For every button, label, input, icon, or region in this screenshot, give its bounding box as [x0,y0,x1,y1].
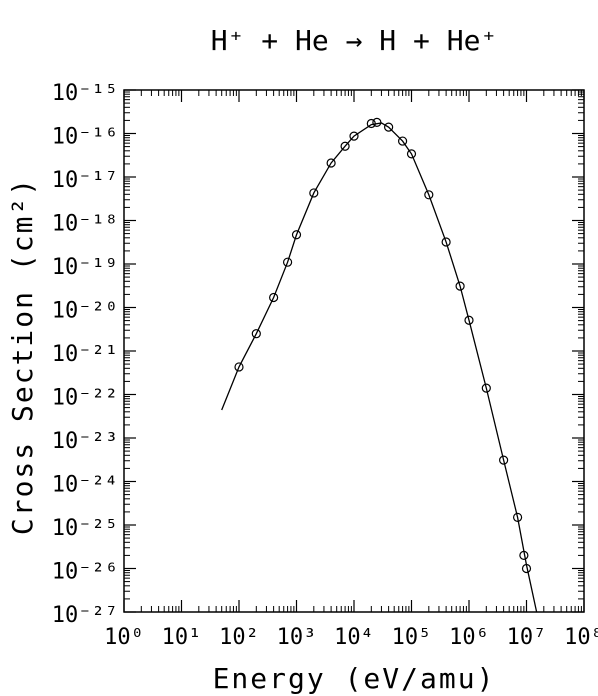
plot-frame [123,89,585,613]
x-tick-label: 10⁷ [507,625,547,650]
x-axis-label: Energy (eV/amu) [213,662,496,695]
y-tick-label: 10⁻¹⁵ [52,81,118,106]
data-point [519,550,529,561]
x-tick-label: 10² [219,625,259,650]
y-axis-label: Cross Section (cm²) [6,177,39,535]
y-tick-label: 10⁻²⁶ [52,560,118,585]
x-tick-label: 10⁶ [449,625,489,650]
chart-title: H⁺ + He → H + He⁺ [211,24,498,57]
data-point [340,141,350,151]
data-point [251,329,261,339]
x-tick-label: 10¹ [162,625,202,650]
data-point [366,118,376,129]
y-tick-label: 10⁻²⁵ [52,516,118,541]
data-point [384,122,394,132]
data-point [372,117,382,127]
data-point [464,315,474,325]
data-point [455,281,465,291]
y-tick-label: 10⁻²⁰ [52,299,118,324]
y-tick-label: 10⁻¹⁶ [52,125,118,150]
x-tick-label: 10³ [277,625,317,650]
data-point [269,292,279,303]
data-point [521,563,532,574]
data-point [282,257,293,267]
data-point [326,158,336,168]
data-point [481,383,491,393]
data-point [499,455,509,465]
data-point [309,188,319,198]
data-point [406,149,417,159]
data-point [291,230,302,240]
data-point [424,190,434,200]
y-tick-label: 10⁻¹⁹ [52,255,118,280]
fit-line [221,122,538,613]
x-tick-label: 10⁵ [392,625,432,650]
y-tick-label: 10⁻²¹ [52,342,118,367]
x-tick-label: 10⁴ [334,625,374,650]
data-point [512,512,523,522]
y-tick-label: 10⁻²⁴ [52,473,118,498]
data-point [397,136,408,146]
y-tick-label: 10⁻¹⁸ [52,212,118,237]
y-tick-label: 10⁻¹⁷ [52,168,118,193]
data-point [349,131,359,141]
y-tick-label: 10⁻²² [52,386,118,411]
data-point [441,237,451,247]
data-point [234,362,244,372]
y-tick-label: 10⁻²⁷ [52,603,118,628]
x-tick-label: 10⁸ [564,625,598,650]
y-tick-label: 10⁻²³ [52,429,118,454]
x-tick-label: 10⁰ [104,625,144,650]
